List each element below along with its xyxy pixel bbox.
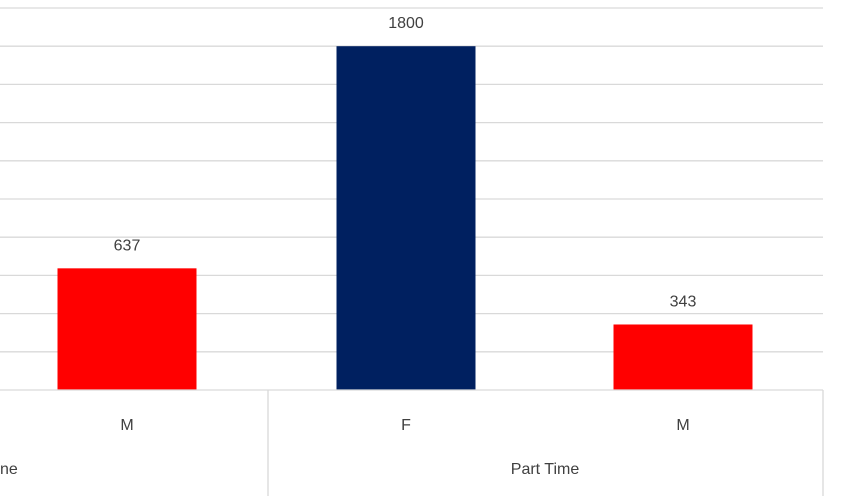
data-labels: 637 1800 343 (114, 15, 697, 310)
data-label: 343 (670, 293, 697, 310)
category-label: M (120, 417, 133, 434)
bars (57, 46, 753, 390)
bar (57, 268, 197, 390)
group-labels: ne Part Time (0, 461, 579, 478)
category-label: F (401, 417, 411, 434)
category-axis (0, 389, 824, 496)
group-label: ne (0, 461, 18, 478)
category-label: M (676, 417, 689, 434)
bar (613, 324, 753, 390)
group-label: Part Time (511, 461, 580, 478)
data-label: 1800 (388, 15, 424, 32)
bar (336, 46, 476, 390)
data-label: 637 (114, 237, 141, 254)
